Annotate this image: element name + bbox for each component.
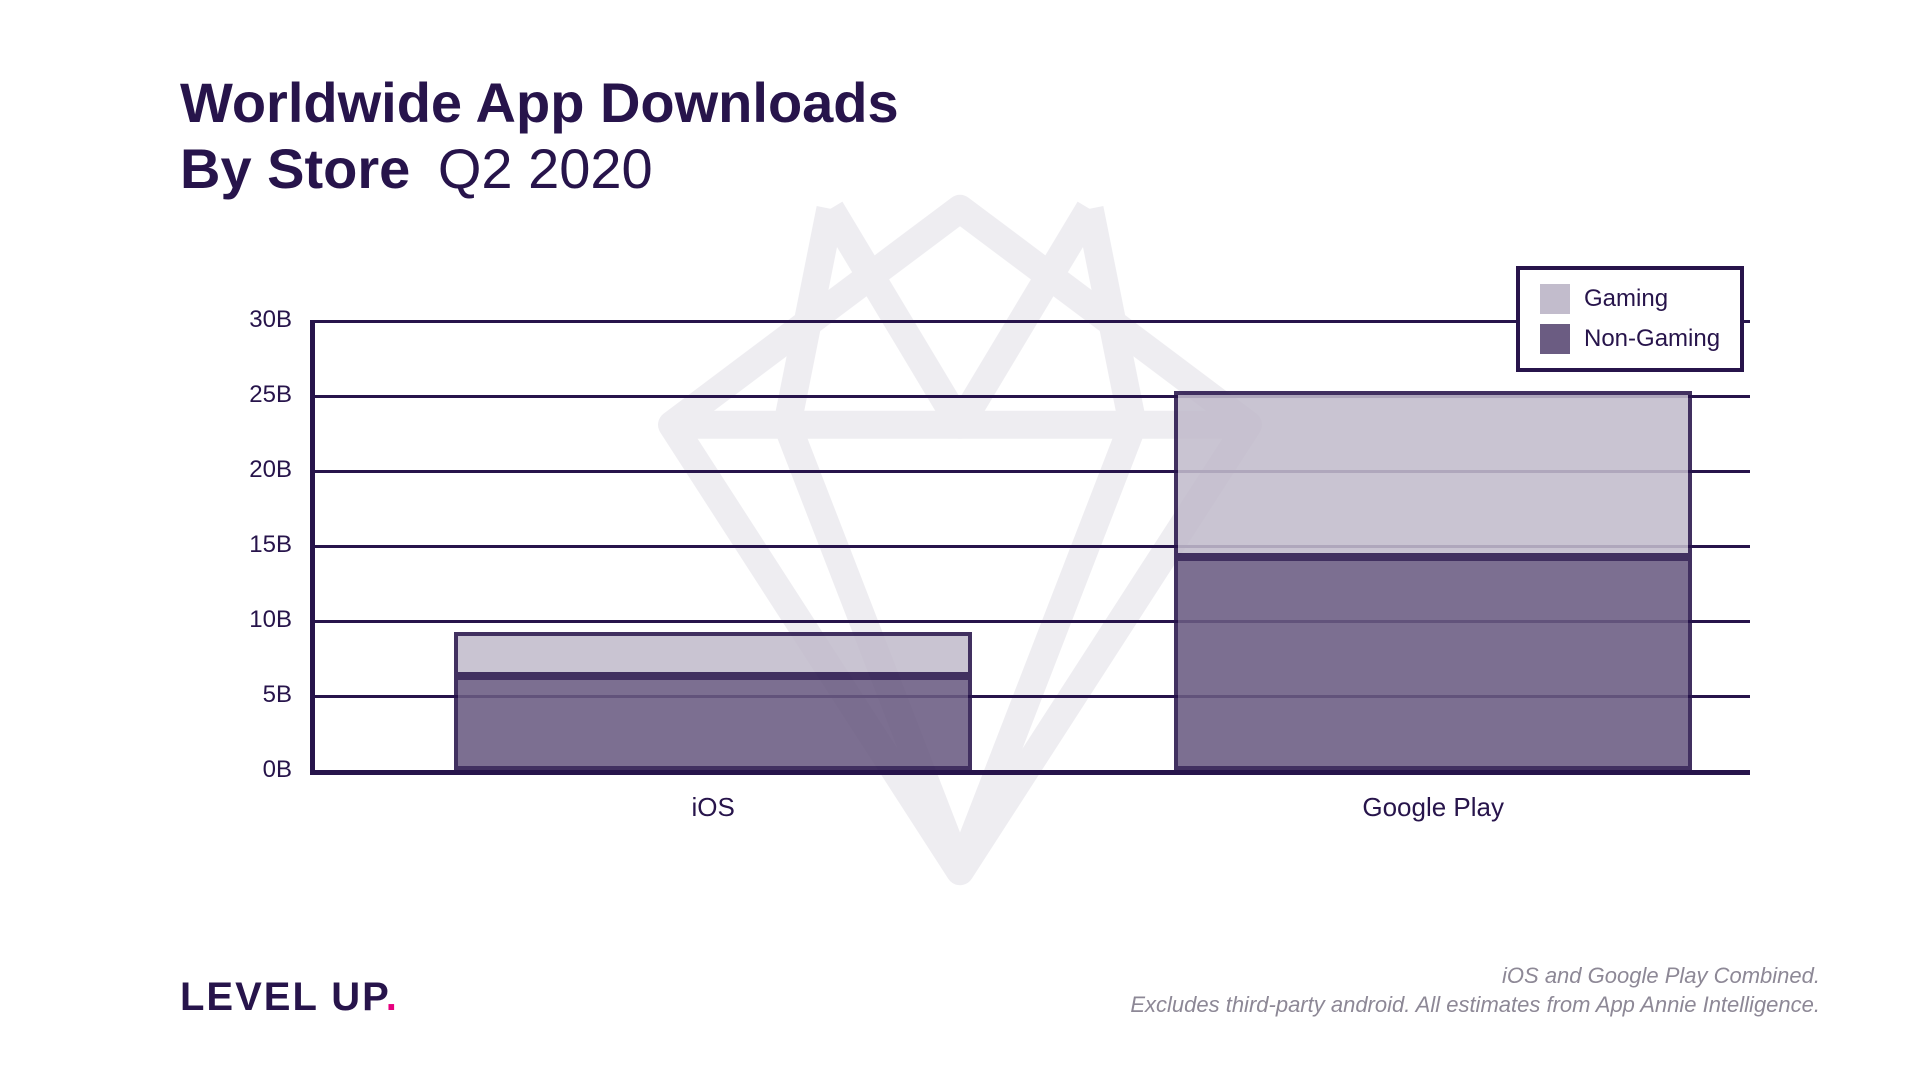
brand-logo-dot: . [386,975,399,1019]
bar-segment-non_gaming [454,676,972,771]
footnote: iOS and Google Play Combined. Excludes t… [1130,961,1820,1020]
chart-title: Worldwide App Downloads By Store Q2 2020 [180,70,899,202]
bar-segment-non_gaming [1174,557,1692,770]
title-line2-thin: Q2 2020 [438,137,653,200]
legend-label: Non-Gaming [1584,325,1720,353]
brand-logo-text: LEVEL UP [180,975,386,1019]
y-axis-line [310,320,315,770]
gridline [310,770,1750,775]
bar-google-play [1174,391,1692,771]
legend-label: Gaming [1584,285,1668,313]
title-line2-bold: By Store [180,137,410,200]
brand-logo: LEVEL UP. [180,975,399,1020]
legend-swatch [1540,284,1570,314]
legend-item-gaming: Gaming [1540,284,1720,314]
footnote-line2: Excludes third-party android. All estima… [1130,990,1820,1020]
y-tick-label: 30B [212,306,292,334]
y-tick-label: 5B [212,681,292,709]
legend-item-non_gaming: Non-Gaming [1540,324,1720,354]
title-line1: Worldwide App Downloads [180,71,899,134]
plot-area: 0B5B10B15B20B25B30BiOSGoogle Play [310,320,1750,770]
x-tick-label: Google Play [1283,792,1583,823]
bar-segment-gaming [1174,391,1692,558]
legend: Gaming Non-Gaming [1516,266,1744,372]
y-tick-label: 10B [212,606,292,634]
footnote-line1: iOS and Google Play Combined. [1130,961,1820,991]
bar-segment-gaming [454,632,972,676]
y-tick-label: 0B [212,756,292,784]
y-tick-label: 25B [212,381,292,409]
legend-swatch [1540,324,1570,354]
bar-ios [454,632,972,770]
y-tick-label: 15B [212,531,292,559]
y-tick-label: 20B [212,456,292,484]
x-tick-label: iOS [563,792,863,823]
